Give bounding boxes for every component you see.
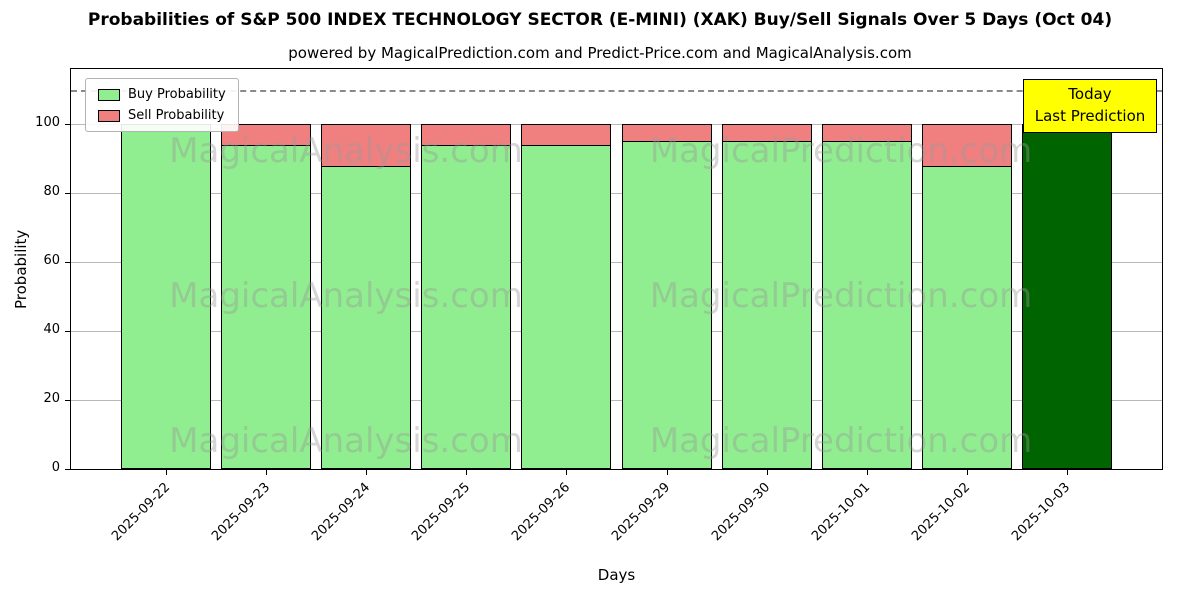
dashed-reference-line xyxy=(71,89,1162,92)
bar-sell-segment xyxy=(821,124,912,143)
x-tick-mark xyxy=(1066,470,1068,475)
plot-area: Buy Probability Sell Probability Today La… xyxy=(70,68,1163,470)
bar-buy-segment xyxy=(521,144,612,469)
x-tick-mark xyxy=(666,470,668,475)
y-tick-label: 0 xyxy=(51,460,60,475)
bar-sell-segment xyxy=(721,124,812,143)
x-tick-mark xyxy=(966,470,968,475)
chart-subtitle: powered by MagicalPrediction.com and Pre… xyxy=(288,44,912,62)
x-tick-label: 2025-09-26 xyxy=(509,480,574,545)
x-tick-label: 2025-09-29 xyxy=(609,480,674,545)
x-tick-label: 2025-09-25 xyxy=(408,480,473,545)
bar-sell-segment xyxy=(421,124,512,146)
bar-sell-segment xyxy=(321,124,412,167)
bar-buy-segment xyxy=(921,165,1012,469)
y-tick-label: 80 xyxy=(43,184,60,200)
watermark-text: MagicalAnalysis.com xyxy=(169,276,523,316)
chart-title: Probabilities of S&P 500 INDEX TECHNOLOG… xyxy=(87,10,1113,30)
gridline xyxy=(71,124,1162,126)
legend-item: Buy Probability xyxy=(98,87,226,102)
y-tick-mark xyxy=(65,331,70,333)
y-tick-mark xyxy=(65,124,70,126)
watermark-text: MagicalPrediction.com xyxy=(649,421,1033,461)
annotation-line2: Last Prediction xyxy=(1034,106,1146,125)
gridline xyxy=(71,400,1162,402)
today-annotation: Today Last Prediction xyxy=(1023,79,1157,133)
x-tick-label: 2025-09-22 xyxy=(108,480,173,545)
bar-buy-segment xyxy=(421,144,512,469)
x-tick-mark xyxy=(166,470,168,475)
x-tick-mark xyxy=(266,470,268,475)
x-tick-label: 2025-09-24 xyxy=(308,480,373,545)
bar-buy-segment xyxy=(621,141,712,469)
gridline xyxy=(71,193,1162,195)
x-tick-mark xyxy=(866,470,868,475)
y-tick-label: 40 xyxy=(43,322,60,338)
watermark-text: MagicalPrediction.com xyxy=(649,131,1033,171)
x-tick-mark xyxy=(566,470,568,475)
gridline xyxy=(71,331,1162,333)
legend-swatch xyxy=(98,88,120,101)
bar-sell-segment xyxy=(221,124,312,146)
x-tick-label: 2025-10-02 xyxy=(909,480,974,545)
bar-buy-segment xyxy=(821,141,912,469)
x-tick-label: 2025-09-30 xyxy=(709,480,774,545)
watermark-text: MagicalAnalysis.com xyxy=(169,131,523,171)
legend-label: Sell Probability xyxy=(128,108,225,123)
bar-buy-segment xyxy=(321,165,412,469)
y-tick-label: 20 xyxy=(43,391,60,407)
x-tick-label: 2025-09-23 xyxy=(208,480,273,545)
annotation-line1: Today xyxy=(1068,85,1112,103)
y-tick-label: 100 xyxy=(35,115,60,131)
bar-sell-segment xyxy=(621,124,712,143)
y-tick-label: 60 xyxy=(43,253,60,269)
y-tick-mark xyxy=(65,469,70,470)
legend-swatch xyxy=(98,109,120,122)
bar-sell-segment xyxy=(921,124,1012,167)
y-tick-mark xyxy=(65,193,70,195)
x-tick-label: 2025-10-01 xyxy=(809,480,874,545)
bar-buy-segment xyxy=(221,144,312,469)
bar-sell-segment xyxy=(521,124,612,146)
y-tick-mark xyxy=(65,262,70,264)
x-axis-label: Days xyxy=(597,566,636,584)
gridline xyxy=(71,262,1162,264)
watermark-text: MagicalAnalysis.com xyxy=(169,421,523,461)
bar-buy-segment xyxy=(1021,124,1112,469)
y-tick-mark xyxy=(65,400,70,402)
x-tick-mark xyxy=(366,470,368,475)
legend-item: Sell Probability xyxy=(98,108,226,123)
watermark-text: MagicalPrediction.com xyxy=(649,276,1033,316)
x-tick-mark xyxy=(766,470,768,475)
legend-label: Buy Probability xyxy=(128,87,226,102)
legend: Buy Probability Sell Probability xyxy=(85,78,239,132)
x-tick-label: 2025-10-03 xyxy=(1009,480,1074,545)
bar-buy-segment xyxy=(721,141,812,469)
x-tick-mark xyxy=(466,470,468,475)
